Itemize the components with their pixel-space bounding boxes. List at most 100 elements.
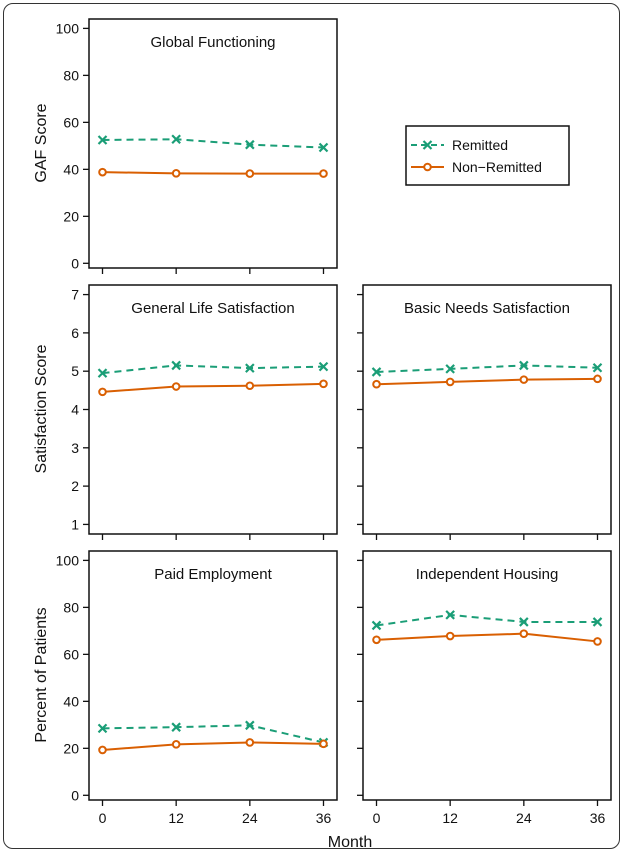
panel-title-global: Global Functioning (150, 34, 275, 51)
data-point-remitted (97, 723, 108, 734)
data-point-non-remitted (245, 169, 255, 178)
y-tick-label: 5 (71, 363, 79, 379)
data-point-remitted (245, 363, 255, 373)
panel-paid: 0 20 40 60 80 100 0 12 24 36 (56, 552, 332, 826)
y-tick-label: 60 (63, 114, 79, 130)
y-tick-label: 3 (71, 440, 79, 456)
series-line-non-remitted (376, 632, 598, 643)
x-tick-label: 0 (99, 810, 107, 826)
data-point-non-remitted (445, 631, 455, 641)
y-tick-label: 1 (71, 516, 79, 532)
panel-title-basic: Basic Needs Satisfaction (404, 300, 570, 317)
y-tick-label: 20 (63, 740, 79, 756)
y-axis-label-percent: Percent of Patients (33, 607, 50, 742)
panel-title-housing: Independent Housing (416, 566, 559, 583)
y-tick-label: 100 (56, 20, 80, 36)
data-point-remitted (171, 134, 181, 145)
series-line-remitted (102, 364, 324, 375)
legend-box (405, 125, 570, 186)
x-axis-label: Month (328, 834, 372, 851)
data-point-non-remitted (372, 379, 381, 389)
panel-frame-basic (362, 284, 612, 535)
data-point-non-remitted (319, 379, 328, 389)
data-point-remitted (245, 139, 255, 150)
data-point-non-remitted (98, 387, 107, 397)
y-axis-label-gaf: GAF Score (33, 103, 50, 182)
data-point-remitted (519, 617, 529, 627)
y-tick-label: 20 (63, 208, 79, 224)
y-tick-label: 60 (63, 646, 79, 662)
data-point-remitted (592, 362, 603, 373)
y-tick-label: 0 (71, 255, 79, 271)
panel-frame-global (88, 18, 338, 269)
data-point-non-remitted (593, 637, 602, 646)
data-point-remitted (318, 361, 329, 372)
x-tick-label: 24 (242, 810, 258, 826)
data-point-remitted (519, 360, 529, 371)
x-tick-label: 24 (516, 810, 532, 826)
x-tick-label: 12 (442, 810, 458, 826)
y-tick-label: 40 (63, 693, 79, 709)
x-tick-label: 36 (590, 810, 606, 826)
x-tick-label: 36 (316, 810, 332, 826)
y-tick-label: 80 (63, 67, 79, 83)
data-point-non-remitted (245, 738, 255, 747)
panel-frame-housing (362, 550, 612, 801)
data-point-remitted (171, 360, 181, 371)
panel-title-paid: Paid Employment (154, 566, 272, 583)
data-point-non-remitted (519, 629, 529, 638)
series-line-remitted (102, 724, 324, 744)
series-line-remitted (376, 613, 598, 627)
panel-frame-paid (88, 550, 338, 801)
data-point-non-remitted (171, 382, 181, 391)
y-tick-label: 100 (56, 552, 80, 568)
data-point-remitted (245, 720, 255, 731)
data-point-remitted (445, 610, 455, 620)
legend: Remitted Non−Remitted (405, 125, 570, 186)
x-tick-label: 12 (168, 810, 184, 826)
series-line-non-remitted (376, 377, 598, 386)
data-point-remitted (371, 367, 382, 377)
data-point-non-remitted (445, 377, 455, 387)
y-tick-label: 4 (71, 402, 79, 418)
data-point-non-remitted (319, 169, 328, 178)
data-point-remitted (97, 135, 108, 145)
legend-label-remitted: Remitted (452, 137, 508, 153)
panel-frame-general (88, 284, 338, 535)
data-point-non-remitted (593, 374, 602, 384)
legend-marker-remitted (422, 140, 433, 150)
data-point-non-remitted (98, 745, 107, 755)
data-point-remitted (445, 364, 455, 374)
y-axis-label-satisfaction: Satisfaction Score (33, 344, 50, 473)
panel-general: 1 2 3 4 5 6 7 (71, 287, 329, 540)
y-tick-label: 2 (71, 478, 79, 494)
data-point-remitted (97, 368, 108, 378)
x-tick-label: 0 (373, 810, 381, 826)
data-point-non-remitted (171, 740, 181, 749)
panel-global: 0 20 40 60 80 100 (56, 20, 329, 274)
y-tick-label: 80 (63, 599, 79, 615)
y-tick-label: 7 (71, 287, 79, 303)
panel-housing: 0 12 24 36 (357, 559, 606, 826)
series-line-remitted (102, 138, 324, 149)
data-point-remitted (592, 617, 603, 627)
series-line-non-remitted (102, 171, 324, 175)
series-line-non-remitted (102, 382, 324, 393)
data-point-remitted (318, 142, 329, 153)
data-point-non-remitted (519, 375, 529, 384)
data-point-remitted (371, 620, 382, 631)
panel-title-general: General Life Satisfaction (131, 300, 294, 317)
legend-circle-marker (423, 162, 432, 172)
series-line-remitted (376, 364, 598, 373)
y-tick-label: 0 (71, 787, 79, 803)
data-point-non-remitted (319, 739, 328, 749)
data-point-non-remitted (171, 169, 181, 178)
y-tick-label: 6 (71, 325, 79, 341)
data-point-non-remitted (245, 381, 255, 391)
legend-x-marker (422, 140, 433, 150)
legend-marker-non-remitted (423, 162, 432, 172)
data-point-remitted (171, 722, 181, 732)
data-point-non-remitted (372, 635, 381, 645)
